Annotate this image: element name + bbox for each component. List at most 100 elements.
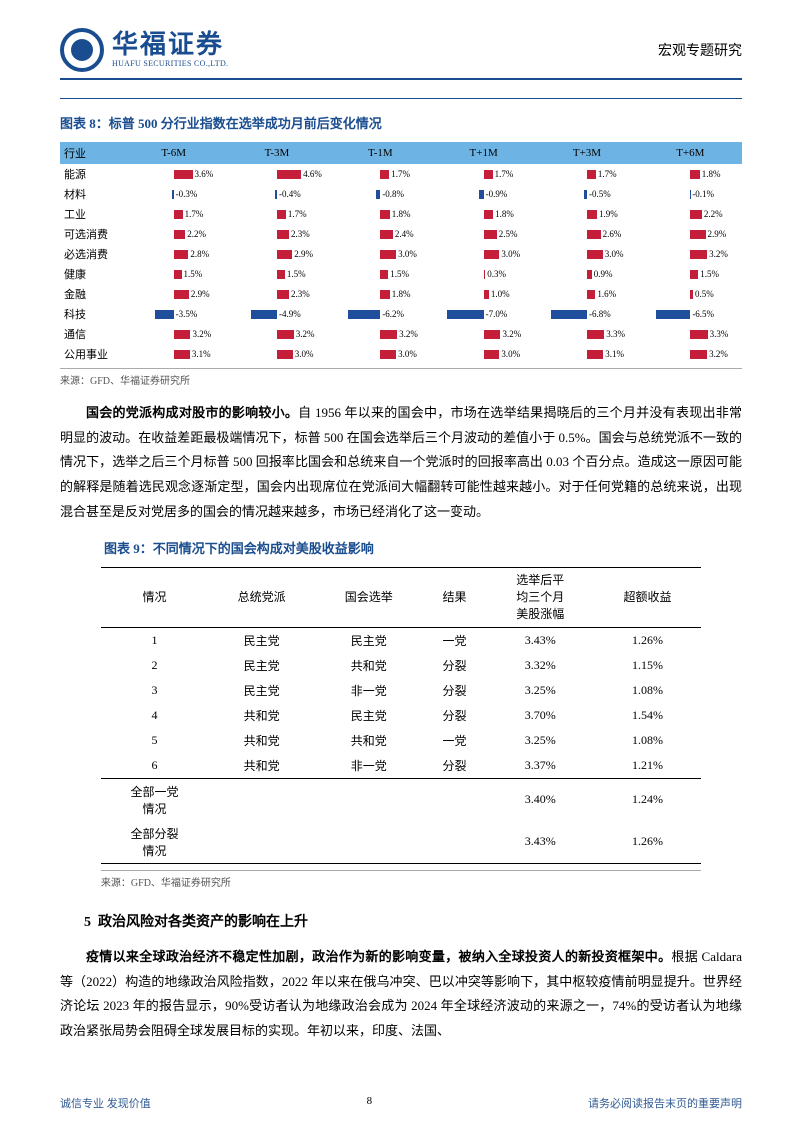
chart8-col-header: T-3M	[225, 142, 328, 164]
chart8-bar-cell: -0.5%	[535, 184, 638, 204]
chart9-cell: 1.26%	[594, 821, 701, 864]
paragraph-1: 国会的党派构成对股市的影响较小。自 1956 年以来的国会中，市场在选举结果揭晓…	[60, 401, 742, 524]
chart9-cell: 全部一党情况	[101, 778, 208, 821]
chart9-cell: 3.37%	[487, 753, 594, 779]
chart8-bar-cell: 3.0%	[432, 344, 535, 364]
page-footer: 诚信专业 发现价值 8 请务必阅读报告末页的重要声明	[60, 1095, 742, 1111]
chart9-cell: 民主党	[315, 627, 422, 653]
chart9-cell: 1.15%	[594, 653, 701, 678]
chart8-bar-cell: 3.3%	[639, 324, 742, 344]
chart8-row-label: 金融	[60, 284, 122, 304]
para1-lead: 国会的党派构成对股市的影响较小。	[86, 405, 298, 420]
chart9-cell: 3.43%	[487, 821, 594, 864]
chart9-row: 2民主党共和党分裂3.32%1.15%	[101, 653, 701, 678]
chart9-cell: 3.70%	[487, 703, 594, 728]
chart9-cell	[315, 821, 422, 864]
chart8-bar-cell: 3.6%	[122, 164, 225, 184]
chart8-col-header: 行业	[60, 142, 122, 164]
chart8-col-header: T+3M	[535, 142, 638, 164]
footer-right: 请务必阅读报告末页的重要声明	[588, 1095, 742, 1111]
paragraph-2: 疫情以来全球政治经济不稳定性加剧，政治作为新的影响变量，被纳入全球投资人的新投资…	[60, 945, 742, 1044]
chart8-row-label: 能源	[60, 164, 122, 184]
chart8-bar-cell: 3.0%	[329, 344, 432, 364]
chart8-bar-cell: 2.3%	[225, 284, 328, 304]
chart8-bar-cell: -3.5%	[122, 304, 225, 324]
chart9-cell: 非一党	[315, 753, 422, 779]
chart9-cell: 3	[101, 678, 208, 703]
chart8-row-label: 工业	[60, 204, 122, 224]
chart8-col-header: T-6M	[122, 142, 225, 164]
chart9-cell: 1.54%	[594, 703, 701, 728]
section-5-heading: 5 政治风险对各类资产的影响在上升	[84, 911, 742, 931]
chart9-cell: 1.26%	[594, 627, 701, 653]
chart9-cell: 3.25%	[487, 728, 594, 753]
chart9-cell: 民主党	[208, 653, 315, 678]
chart8-col-header: T-1M	[329, 142, 432, 164]
chart8-bar-cell: 3.0%	[329, 244, 432, 264]
chart8-bar-cell: 1.5%	[225, 264, 328, 284]
chart8-bar-cell: 1.7%	[122, 204, 225, 224]
chart8-bar-cell: 3.0%	[225, 344, 328, 364]
chart9-cell	[422, 821, 486, 864]
chart9-cell: 5	[101, 728, 208, 753]
chart8-row-label: 必选消费	[60, 244, 122, 264]
chart8-bar-cell: 2.4%	[329, 224, 432, 244]
chart8-bar-cell: -6.8%	[535, 304, 638, 324]
chart8-bar-cell: 2.9%	[122, 284, 225, 304]
chart8-bar-cell: 2.2%	[122, 224, 225, 244]
chart9-cell: 一党	[422, 728, 486, 753]
chart8-bar-cell: -0.3%	[122, 184, 225, 204]
chart9-cell: 3.25%	[487, 678, 594, 703]
chart8-bar-cell: -0.1%	[639, 184, 742, 204]
chart8-row-label: 通信	[60, 324, 122, 344]
chart8-row: 必选消费2.8%2.9%3.0%3.0%3.0%3.2%	[60, 244, 742, 264]
chart9-cell: 1.24%	[594, 778, 701, 821]
chart9-cell: 共和党	[315, 728, 422, 753]
chart8-bar-cell: 2.5%	[432, 224, 535, 244]
chart9-row: 3民主党非一党分裂3.25%1.08%	[101, 678, 701, 703]
chart9-cell: 一党	[422, 627, 486, 653]
chart9-source: 来源：GFD、华福证券研究所	[101, 870, 701, 889]
chart9-row: 5共和党共和党一党3.25%1.08%	[101, 728, 701, 753]
chart9-title: 图表 9：不同情况下的国会构成对美股收益影响	[104, 538, 742, 557]
chart8-bar-cell: -0.8%	[329, 184, 432, 204]
chart8-bar-cell: 1.7%	[535, 164, 638, 184]
chart9-cell: 民主党	[208, 678, 315, 703]
chart8-col-header: T+1M	[432, 142, 535, 164]
chart8-row: 材料-0.3%-0.4%-0.8%-0.9%-0.5%-0.1%	[60, 184, 742, 204]
chart9-cell: 分裂	[422, 753, 486, 779]
chart8-bar-cell: 2.6%	[535, 224, 638, 244]
chart9-row: 6共和党非一党分裂3.37%1.21%	[101, 753, 701, 779]
chart8-bar-cell: 2.2%	[639, 204, 742, 224]
chart9-cell: 分裂	[422, 653, 486, 678]
chart8-row: 可选消费2.2%2.3%2.4%2.5%2.6%2.9%	[60, 224, 742, 244]
chart9-cell: 民主党	[315, 703, 422, 728]
chart8-bar-cell: 4.6%	[225, 164, 328, 184]
chart8-row: 工业1.7%1.7%1.8%1.8%1.9%2.2%	[60, 204, 742, 224]
chart8-bar-cell: 3.1%	[122, 344, 225, 364]
logo-en: HUAFU SECURITIES CO.,LTD.	[112, 60, 228, 69]
logo: 华福证券 HUAFU SECURITIES CO.,LTD.	[60, 28, 228, 72]
chart8-bar-cell: 3.2%	[122, 324, 225, 344]
chart9-cell: 共和党	[208, 728, 315, 753]
chart8-bar-cell: -6.2%	[329, 304, 432, 324]
chart8-bar-cell: 1.9%	[535, 204, 638, 224]
chart9-col-header: 选举后平均三个月美股涨幅	[487, 568, 594, 627]
chart8-row-label: 健康	[60, 264, 122, 284]
chart8-source: 来源：GFD、华福证券研究所	[60, 368, 742, 387]
header-category: 宏观专题研究	[658, 40, 742, 60]
section-num: 5	[84, 915, 91, 930]
chart9-table: 情况总统党派国会选举结果选举后平均三个月美股涨幅超额收益 1民主党民主党一党3.…	[101, 567, 701, 863]
logo-cn: 华福证券	[112, 31, 228, 60]
chart9-cell: 共和党	[315, 653, 422, 678]
chart8-bar-cell: -7.0%	[432, 304, 535, 324]
chart9-cell: 3.43%	[487, 627, 594, 653]
chart9-cell: 共和党	[208, 753, 315, 779]
chart9-cell: 1.21%	[594, 753, 701, 779]
chart9-row: 1民主党民主党一党3.43%1.26%	[101, 627, 701, 653]
chart8-row: 健康1.5%1.5%1.5%0.3%0.9%1.5%	[60, 264, 742, 284]
chart8-row-label: 公用事业	[60, 344, 122, 364]
chart8-bar-cell: 3.3%	[535, 324, 638, 344]
chart9-col-header: 结果	[422, 568, 486, 627]
chart9-cell	[208, 821, 315, 864]
